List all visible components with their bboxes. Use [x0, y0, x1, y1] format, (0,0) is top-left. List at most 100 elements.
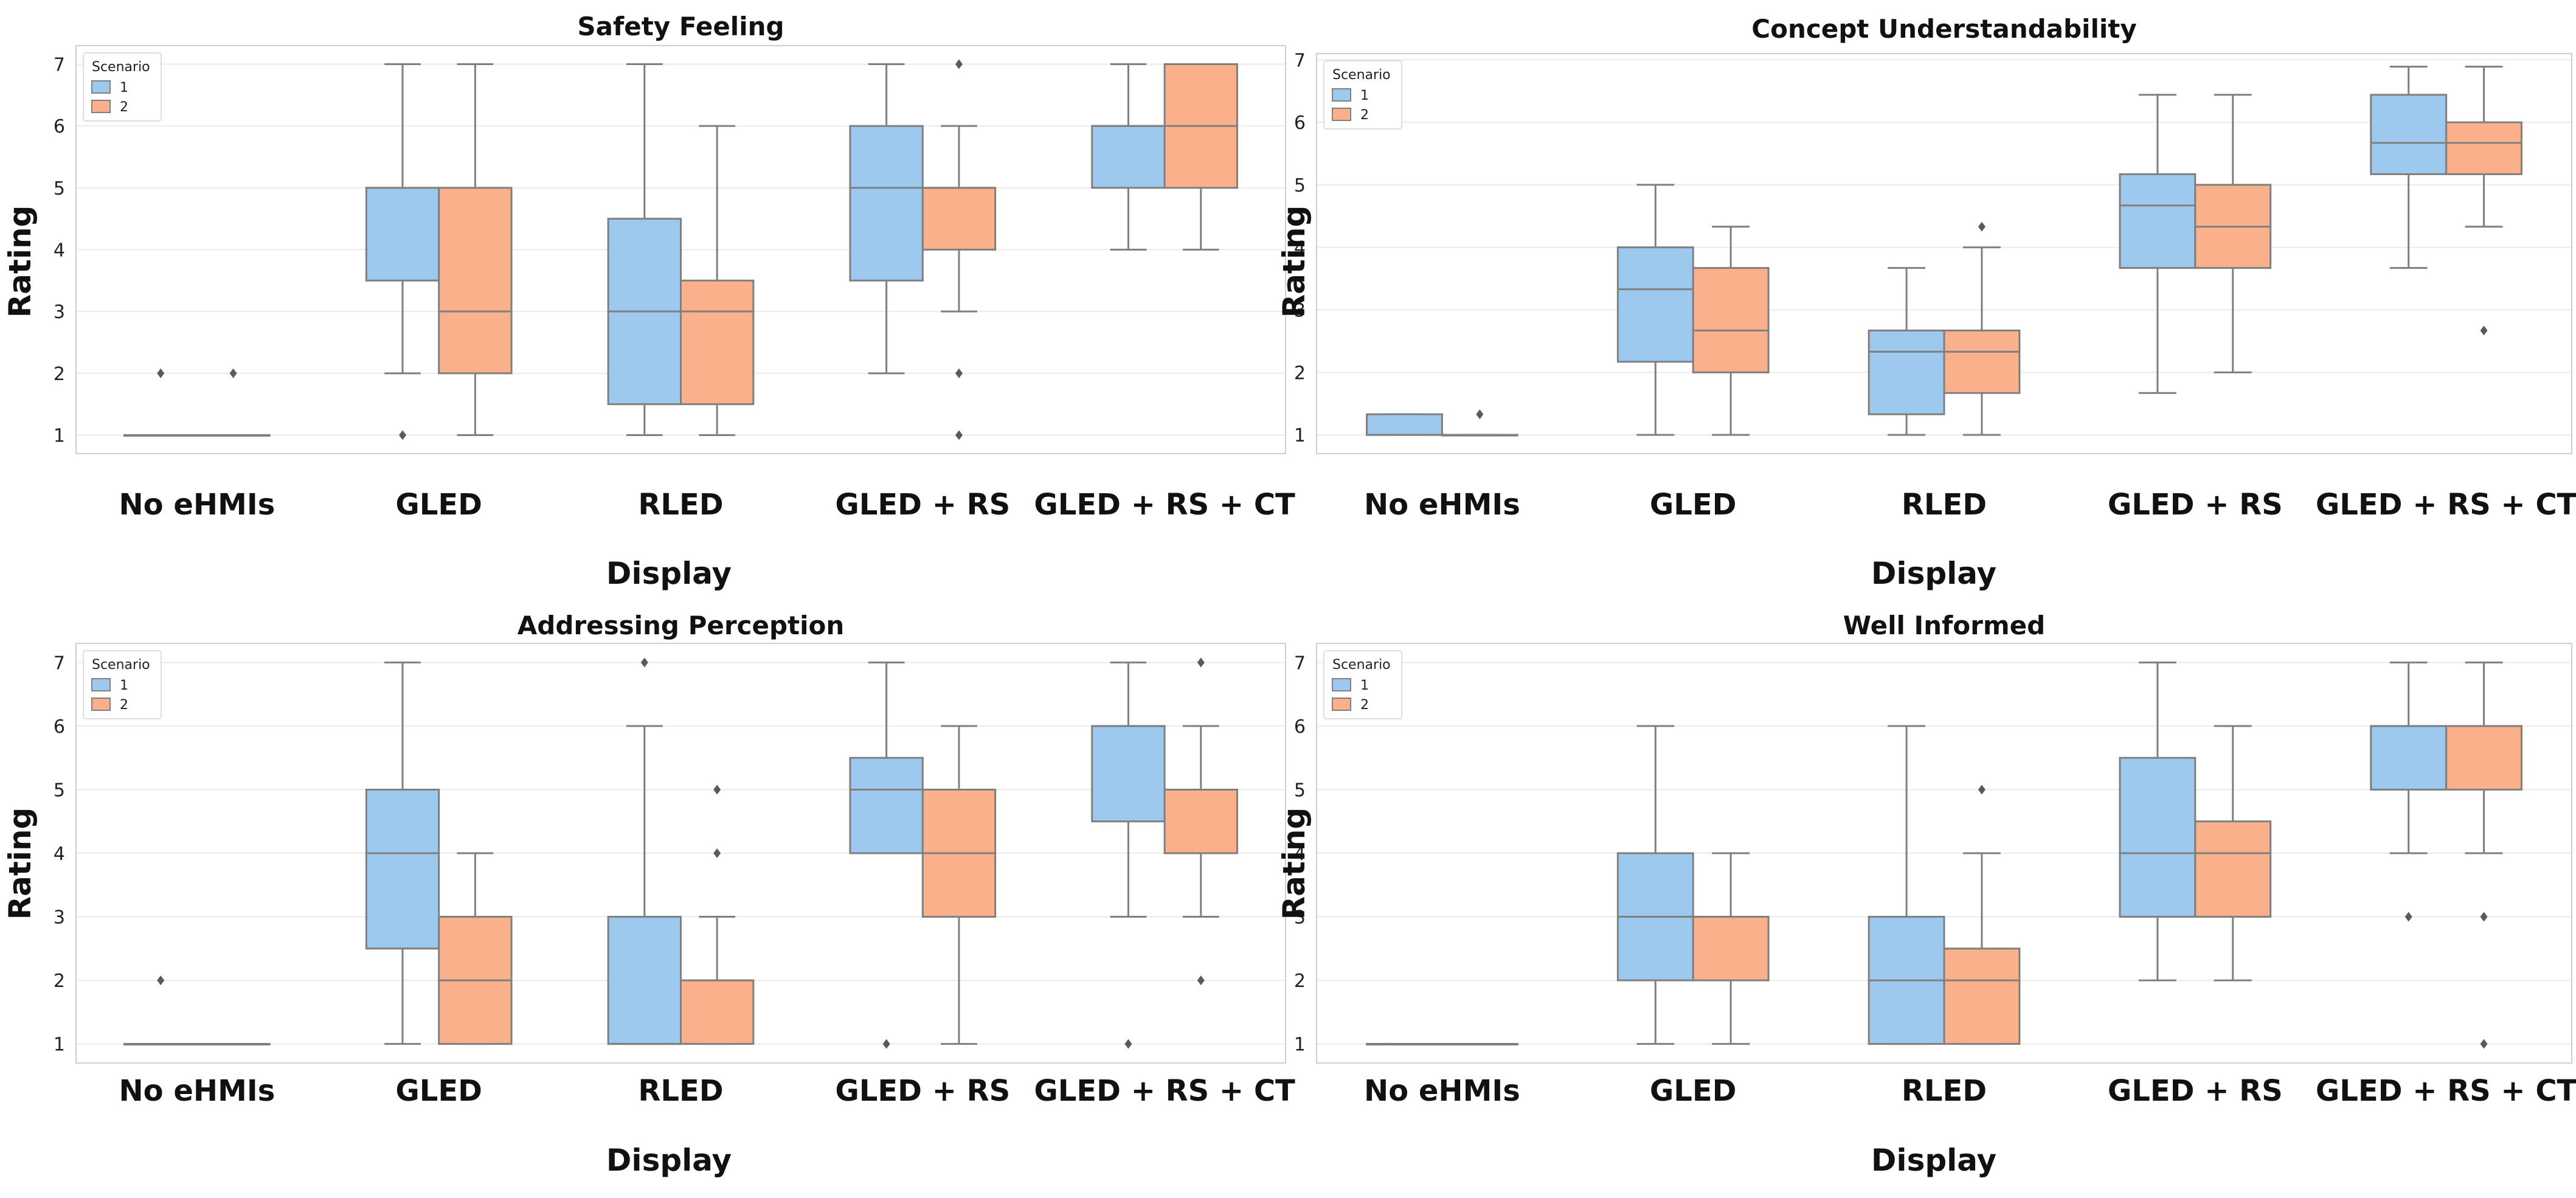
box-scenario-2 [1943, 221, 2021, 436]
legend-title: Scenario [92, 60, 150, 75]
outlier-point [1197, 975, 1205, 986]
outlier-point [157, 975, 165, 986]
legend-swatch-1 [1332, 88, 1351, 102]
x-axis-label: Display [606, 556, 732, 591]
y-tick-label: 5 [1294, 780, 1306, 801]
y-tick-label: 6 [1294, 716, 1306, 738]
plot-frame [75, 643, 1286, 1064]
y-tick-label: 3 [1294, 907, 1306, 929]
outlier-point [2480, 1039, 2488, 1049]
y-tick-label: 4 [1294, 843, 1306, 865]
box-scenario-2 [1441, 1043, 1518, 1046]
box-scenario-2 [1692, 852, 1770, 1045]
box-body [2445, 725, 2522, 791]
chart-title: Addressing Perception [518, 611, 844, 640]
legend-swatch-2 [1332, 108, 1351, 121]
y-axis-label: Rating [2, 206, 38, 318]
y-tick-label: 2 [54, 364, 65, 385]
y-tick-label: 5 [54, 780, 65, 801]
legend-swatch-2 [91, 100, 111, 113]
box-body [849, 757, 924, 854]
box-scenario-2 [1163, 657, 1238, 986]
box-body [680, 979, 755, 1045]
box-scenario-1 [1616, 184, 1694, 436]
box-body [2445, 121, 2522, 175]
box-body [2119, 173, 2197, 269]
legend-title: Scenario [1332, 68, 1391, 83]
box-body [1868, 329, 1945, 415]
y-tick-label: 2 [54, 971, 65, 992]
legend: Scenario 1 2 [1323, 650, 1402, 719]
box-body [1366, 413, 1443, 436]
y-tick-label: 2 [1294, 362, 1306, 384]
plot-frame [1316, 643, 2572, 1064]
outlier-point [2480, 912, 2488, 922]
box-scenario-2 [921, 725, 997, 1045]
box-scenario-2 [680, 125, 755, 436]
box-scenario-1 [849, 63, 924, 375]
outlier-point [1476, 409, 1484, 420]
box-scenario-1 [365, 63, 440, 440]
y-tick-label: 3 [54, 302, 65, 323]
x-tick-label: GLED + RS [835, 1074, 1010, 1108]
legend-swatch-1 [1332, 678, 1351, 691]
legend-label: 2 [120, 100, 128, 115]
box-body [1943, 329, 2021, 394]
box-scenario-2 [2445, 661, 2522, 1049]
box-scenario-1 [2119, 661, 2197, 982]
plot-frame [1316, 53, 2572, 454]
box-scenario-1 [607, 63, 682, 436]
box-scenario-1 [123, 975, 198, 1046]
outlier-point [955, 430, 963, 440]
chart-title: Concept Understandability [1751, 14, 2136, 44]
legend-label: 1 [120, 80, 128, 95]
box-scenario-1 [1091, 63, 1166, 251]
y-tick-label: 3 [54, 907, 65, 929]
y-tick-label: 7 [1294, 653, 1306, 674]
box-scenario-1 [2119, 94, 2197, 394]
box-scenario-2 [1163, 63, 1238, 251]
box-scenario-1 [1868, 267, 1945, 436]
box-scenario-2 [196, 368, 271, 437]
x-tick-label: GLED + RS + CT [1034, 488, 1295, 522]
plot-frame [75, 45, 1286, 454]
x-tick-label: GLED + RS + CT [2316, 488, 2576, 522]
y-axis-label: Rating [1276, 808, 1312, 920]
y-tick-label: 1 [1294, 1034, 1306, 1056]
box-scenario-2 [1943, 784, 2021, 1045]
y-tick-label: 5 [1294, 175, 1306, 196]
x-tick-label: GLED [1650, 1074, 1737, 1108]
legend-swatch-1 [91, 80, 111, 94]
legend-label: 2 [120, 698, 128, 713]
chart-title: Safety Feeling [577, 12, 784, 41]
box-body [607, 916, 682, 1045]
x-tick-label: GLED [395, 488, 482, 522]
legend: Scenario 1 2 [83, 52, 162, 122]
chart-panel: Addressing Perception 1 2 3 4 5 6 7 No eHMIs GLED… [2, 611, 1295, 1178]
x-tick-label: GLED [1650, 488, 1737, 522]
outlier-point [229, 368, 237, 378]
box-scenario-1 [1868, 725, 1945, 1045]
y-tick-label: 4 [1294, 238, 1306, 259]
legend-label: 2 [1360, 698, 1369, 713]
box-body [2194, 820, 2272, 918]
y-tick-label: 4 [54, 240, 65, 261]
y-tick-label: 6 [54, 716, 65, 738]
legend-label: 1 [1360, 678, 1369, 693]
legend-swatch-1 [91, 678, 111, 691]
box-body [1616, 246, 1694, 363]
x-tick-label: GLED + RS + CT [1034, 1074, 1295, 1108]
box-scenario-1 [2370, 661, 2448, 922]
outlier-point [713, 784, 721, 795]
box-body [365, 788, 440, 950]
x-tick-label: GLED + RS [2108, 488, 2283, 522]
box-scenario-2 [1441, 409, 1518, 437]
outlier-point [640, 657, 648, 668]
x-axis-label: Display [606, 1143, 732, 1178]
y-tick-label: 6 [54, 116, 65, 137]
y-tick-label: 2 [1294, 971, 1306, 992]
legend-label: 2 [1360, 108, 1369, 123]
x-tick-label: GLED + RS [835, 488, 1010, 522]
box-scenario-1 [2370, 66, 2448, 269]
box-body [1091, 725, 1166, 823]
